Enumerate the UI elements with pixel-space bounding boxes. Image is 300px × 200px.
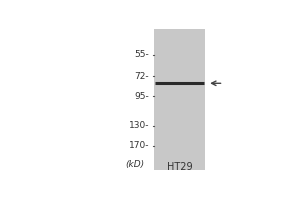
FancyBboxPatch shape [154,29,205,170]
Text: (kD): (kD) [126,160,145,169]
Text: 55-: 55- [134,50,149,59]
Text: 130-: 130- [129,121,149,130]
Text: 72-: 72- [134,72,149,81]
Text: HT29: HT29 [167,162,192,172]
Text: 170-: 170- [129,141,149,150]
Text: 95-: 95- [134,92,149,101]
